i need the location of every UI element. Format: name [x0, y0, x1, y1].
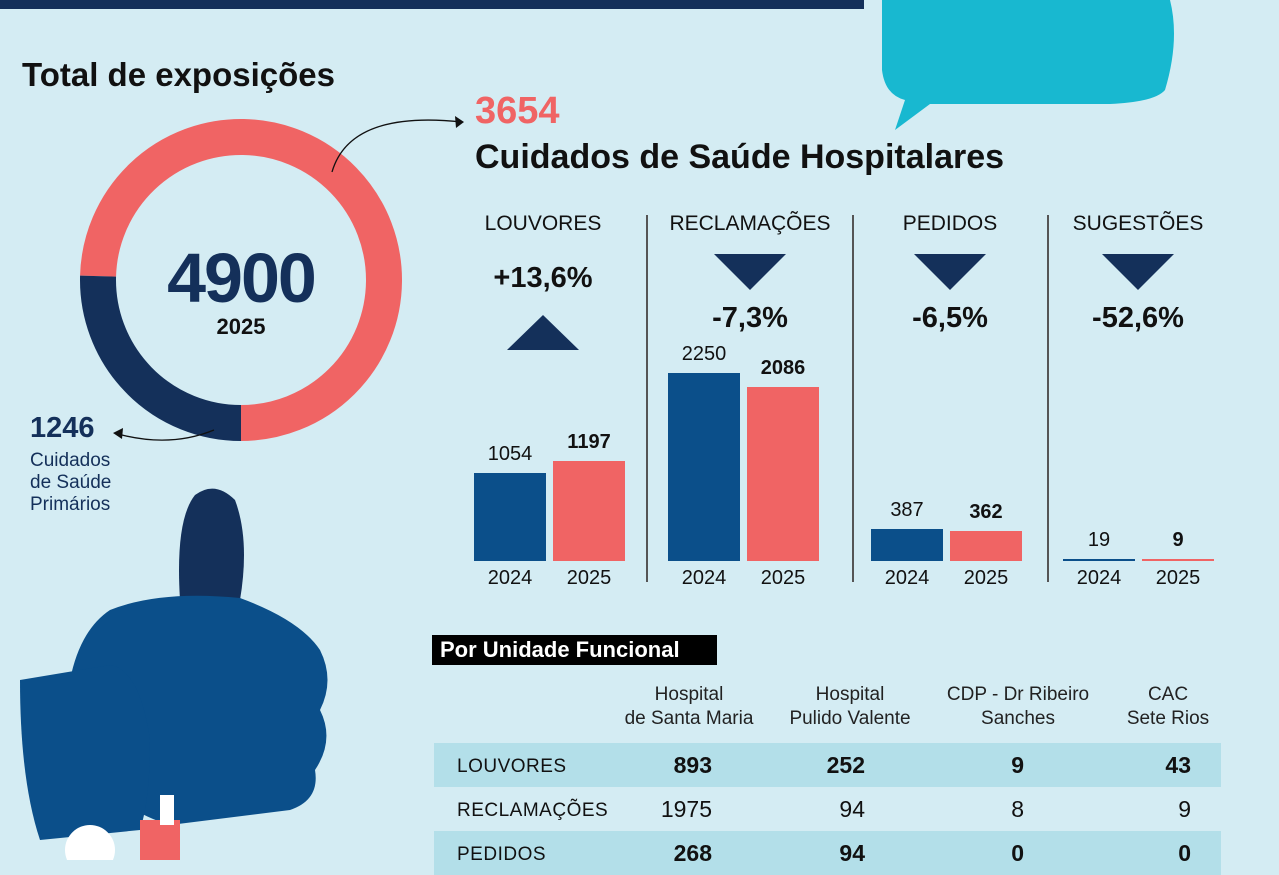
year-label: 2025: [760, 567, 806, 589]
primary-arrow: [117, 429, 215, 441]
row-label: LOUVORES: [457, 756, 567, 777]
arrow-down-icon: [714, 254, 786, 290]
year-label: 2024: [1076, 567, 1122, 589]
column-header: CDP - Dr Ribeiro Sanches: [928, 683, 1108, 731]
category-label: LOUVORES: [484, 212, 602, 235]
bar-2024: [474, 472, 546, 561]
change-value: -7,3%: [712, 302, 788, 334]
divider: [646, 215, 648, 582]
page-title: Total de exposições: [22, 56, 335, 93]
table-cell: 268: [673, 840, 712, 866]
bar-value-label: 19: [1087, 529, 1111, 551]
year-label: 2024: [884, 567, 930, 589]
table-cell: 8: [1011, 796, 1024, 822]
table-cell: 893: [673, 752, 712, 778]
divider: [852, 215, 854, 582]
table-cell: 9: [1011, 752, 1024, 778]
table-cell: 94: [839, 796, 865, 822]
top-bar: [0, 0, 864, 9]
divider: [1047, 215, 1049, 582]
row-label: RECLAMAÇÕES: [457, 800, 609, 821]
year-label: 2024: [487, 567, 533, 589]
table-title: Por Unidade Funcional: [432, 635, 717, 665]
donut-chart: [80, 116, 464, 441]
column-header-line: Sete Rios: [1126, 708, 1210, 729]
year-label: 2025: [963, 567, 1009, 589]
primary-value: 1246: [30, 412, 95, 444]
table-cell: 252: [826, 752, 865, 778]
column-header-line: Hospital: [654, 684, 724, 705]
table-cell: 9: [1178, 796, 1191, 822]
primary-label-line: de Saúde: [30, 472, 112, 493]
column-header: CAC Sete Rios: [1078, 683, 1258, 731]
table-row: PEDIDOS 268 94 0 0: [434, 831, 1221, 875]
year-label: 2025: [1155, 567, 1201, 589]
bar-2025: [1142, 559, 1214, 561]
bar-2025: [950, 530, 1022, 561]
column-header-line: CDP - Dr Ribeiro: [946, 684, 1090, 705]
category-label: SUGESTÕES: [1072, 212, 1204, 235]
year-label: 2024: [681, 567, 727, 589]
donut-segment-primary: [80, 275, 242, 441]
bar-2024: [871, 528, 943, 561]
change-value: +13,6%: [493, 262, 593, 294]
table-cell: 1975: [660, 796, 712, 822]
category-label: RECLAMAÇÕES: [669, 212, 831, 235]
primary-label-line: Cuidados: [30, 450, 111, 471]
hospital-value: 3654: [475, 90, 560, 132]
arrow-down-icon: [1102, 254, 1174, 290]
column-header-line: Hospital: [815, 684, 885, 705]
bar-value-label: 2250: [681, 343, 727, 365]
primary-label-line: Primários: [30, 494, 111, 515]
column-header-line: Sanches: [981, 708, 1055, 729]
year-label: 2025: [566, 567, 612, 589]
table-row: RECLAMAÇÕES 1975 94 8 9: [434, 787, 1221, 831]
bar-2024: [668, 373, 740, 561]
speech-bubble-icon: [882, 0, 1174, 130]
column-header-line: Pulido Valente: [789, 708, 911, 729]
bar-value-label: 362: [969, 500, 1003, 523]
donut-segment-hospital: [80, 119, 402, 441]
table-cell: 0: [1011, 840, 1024, 866]
bar-value-label: 387: [890, 498, 924, 521]
change-value: -6,5%: [912, 302, 988, 334]
table-row: LOUVORES 893 252 9 43: [434, 743, 1221, 787]
row-label: PEDIDOS: [457, 844, 547, 865]
arrow-head-icon: [455, 116, 464, 128]
total-year: 2025: [216, 314, 266, 339]
column-header: Hospital de Santa Maria: [599, 683, 779, 731]
arrow-down-icon: [914, 254, 986, 290]
total-value: 4900: [167, 239, 317, 317]
bar-value-label: 1197: [567, 430, 611, 453]
bar-2025: [553, 460, 625, 561]
table-cell: 43: [1165, 752, 1191, 778]
bar-2024: [1063, 559, 1135, 561]
category-label: PEDIDOS: [902, 212, 998, 235]
hospital-title: Cuidados de Saúde Hospitalares: [475, 138, 1005, 176]
table-cell: 94: [839, 840, 865, 866]
arrow-head-icon: [113, 428, 123, 439]
column-header-line: de Santa Maria: [624, 708, 754, 729]
column-header: Hospital Pulido Valente: [760, 683, 940, 731]
thumbs-up-illustration: [20, 488, 328, 860]
hospital-arrow: [331, 119, 463, 173]
bar-value-label: 9: [1172, 529, 1184, 551]
arrow-up-icon: [507, 315, 579, 350]
bar-value-label: 1054: [487, 442, 533, 465]
primary-label: Cuidados de Saúde Primários: [30, 450, 111, 516]
bar-2025: [747, 386, 819, 561]
change-value: -52,6%: [1092, 302, 1184, 334]
bar-value-label: 2086: [760, 356, 806, 379]
table-cell: 0: [1178, 840, 1191, 866]
column-header-line: CAC: [1147, 684, 1189, 705]
